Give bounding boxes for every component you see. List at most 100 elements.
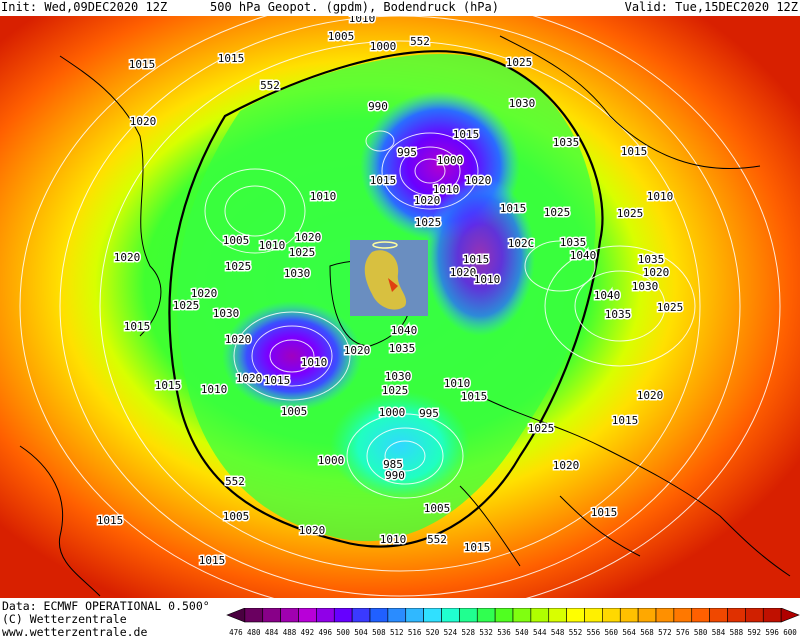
colorbar-label: 536 bbox=[497, 628, 511, 637]
colorbar-label: 588 bbox=[730, 628, 744, 637]
pressure-label: 1015 bbox=[464, 541, 491, 554]
colorbar-cell bbox=[637, 608, 657, 623]
valid-time-label: Valid: Tue,15DEC2020 12Z bbox=[624, 0, 798, 14]
colorbar-cell bbox=[369, 608, 389, 623]
copyright-label: (C) Wetterzentrale bbox=[2, 612, 127, 626]
colorbar-label: 524 bbox=[444, 628, 458, 637]
pressure-label: 995 bbox=[419, 407, 439, 420]
pressure-label: 1020 bbox=[191, 287, 218, 300]
pressure-label: 1005 bbox=[281, 405, 308, 418]
pressure-label: 1025 bbox=[415, 216, 442, 229]
colorbar-cell bbox=[584, 608, 603, 623]
pressure-label: 1015 bbox=[461, 390, 488, 403]
colorbar-label: 476 bbox=[229, 628, 243, 637]
pressure-label: 1010 bbox=[433, 183, 460, 196]
low-region-north-east bbox=[425, 176, 535, 336]
pressure-label: 1040 bbox=[570, 249, 597, 262]
pressure-label: 1010 bbox=[201, 383, 228, 396]
pressure-label: 990 bbox=[368, 100, 388, 113]
pressure-label: 1025 bbox=[544, 206, 571, 219]
colorbar-label: 508 bbox=[372, 628, 386, 637]
pressure-label: 985 bbox=[383, 458, 403, 471]
colorbar-labels: 476 480 484 488 492 496 500 504 508 512 516 520 524 5… bbox=[229, 628, 797, 637]
colorbar-label: 600 bbox=[783, 628, 797, 637]
colorbar-cell bbox=[762, 608, 782, 623]
pressure-label: 1010 bbox=[647, 190, 674, 203]
colorbar-cell bbox=[745, 608, 764, 623]
colorbar: 476 480 484 488 492 496 500 504 508 512 516 520 524 5… bbox=[226, 608, 800, 637]
colorbar-cell bbox=[387, 608, 407, 623]
colorbar-cell bbox=[494, 608, 514, 623]
pressure-label: 1015 bbox=[463, 253, 490, 266]
colorbar-label: 480 bbox=[247, 628, 261, 637]
colorbar-cell bbox=[333, 608, 353, 623]
colorbar-label: 520 bbox=[426, 628, 440, 637]
colorbar-cell bbox=[423, 608, 442, 623]
colorbar-cell bbox=[655, 608, 675, 623]
pressure-label: 1020 bbox=[114, 251, 141, 264]
pressure-label: 1015 bbox=[612, 414, 639, 427]
colorbar-cell bbox=[405, 608, 424, 623]
pressure-label: 1015 bbox=[97, 514, 124, 527]
colorbar-label: 532 bbox=[479, 628, 493, 637]
pressure-label: 1025 bbox=[657, 301, 684, 314]
pressure-label: 995 bbox=[397, 146, 417, 159]
pressure-label: 1020 bbox=[344, 344, 371, 357]
pressure-label: 1040 bbox=[594, 289, 621, 302]
pressure-label: 1025 bbox=[506, 56, 533, 69]
pressure-label: 552 bbox=[260, 79, 280, 92]
colorbar-label: 592 bbox=[748, 628, 762, 637]
pressure-label: 1035 bbox=[638, 253, 665, 266]
colorbar-cell bbox=[280, 608, 299, 623]
header-bar: Init: Wed,09DEC2020 12Z 500 hPa Geopot. … bbox=[0, 0, 800, 16]
colorbar-label: 516 bbox=[408, 628, 422, 637]
pressure-label: 1010 bbox=[310, 190, 337, 203]
pressure-label: 1030 bbox=[284, 267, 311, 280]
data-source-label: Data: ECMWF OPERATIONAL 0.500° bbox=[2, 599, 210, 613]
pressure-label: 1020 bbox=[414, 194, 441, 207]
pressure-label: 1030 bbox=[632, 280, 659, 293]
pressure-label: 1020 bbox=[225, 333, 252, 346]
pressure-label: 1015 bbox=[591, 506, 618, 519]
colorbar-cell bbox=[691, 608, 710, 623]
colorbar-cell bbox=[244, 608, 264, 623]
colorbar-label: 512 bbox=[390, 628, 404, 637]
map-title: 500 hPa Geopot. (gpdm), Bodendruck (hPa) bbox=[210, 0, 499, 14]
contour-552-line bbox=[168, 50, 604, 548]
website-label: www.wetterzentrale.de bbox=[2, 625, 148, 639]
colorbar-label: 500 bbox=[336, 628, 350, 637]
pressure-label: 1025 bbox=[617, 207, 644, 220]
pressure-label: 1020 bbox=[643, 266, 670, 279]
colorbar-label: 552 bbox=[569, 628, 583, 637]
pressure-label: 1035 bbox=[560, 236, 587, 249]
colorbar-label: 596 bbox=[765, 628, 779, 637]
pressure-label: 552 bbox=[225, 475, 245, 488]
colorbar-cell bbox=[727, 608, 746, 623]
init-time-label: Init: Wed,09DEC2020 12Z bbox=[1, 0, 168, 14]
pressure-label: 1035 bbox=[389, 342, 416, 355]
pressure-label: 1040 bbox=[391, 324, 418, 337]
colorbar-cell bbox=[673, 608, 693, 623]
colorbar-label: 580 bbox=[694, 628, 708, 637]
pressure-label: 1005 bbox=[223, 510, 250, 523]
pressure-label: 1020 bbox=[553, 459, 580, 472]
colorbar-label: 484 bbox=[265, 628, 279, 637]
colorbar-cell bbox=[298, 608, 317, 623]
pressure-label: 102C bbox=[508, 237, 535, 250]
colorbar-label: 572 bbox=[658, 628, 672, 637]
pressure-label: 1020 bbox=[130, 115, 157, 128]
colorbar-cell bbox=[476, 608, 496, 623]
pressure-label: 1015 bbox=[199, 554, 226, 567]
colorbar-cell bbox=[351, 608, 371, 623]
pressure-label: 1015 bbox=[453, 128, 480, 141]
colorbar-cell bbox=[619, 608, 639, 623]
pressure-label: 1030 bbox=[213, 307, 240, 320]
pressure-label: 990 bbox=[385, 469, 405, 482]
colorbar-cells bbox=[226, 608, 800, 623]
pressure-label: 1000 bbox=[379, 406, 406, 419]
pressure-label: 1020 bbox=[295, 231, 322, 244]
colorbar-label: 528 bbox=[462, 628, 476, 637]
colorbar-label: 548 bbox=[551, 628, 565, 637]
colorbar-cell bbox=[226, 608, 246, 623]
